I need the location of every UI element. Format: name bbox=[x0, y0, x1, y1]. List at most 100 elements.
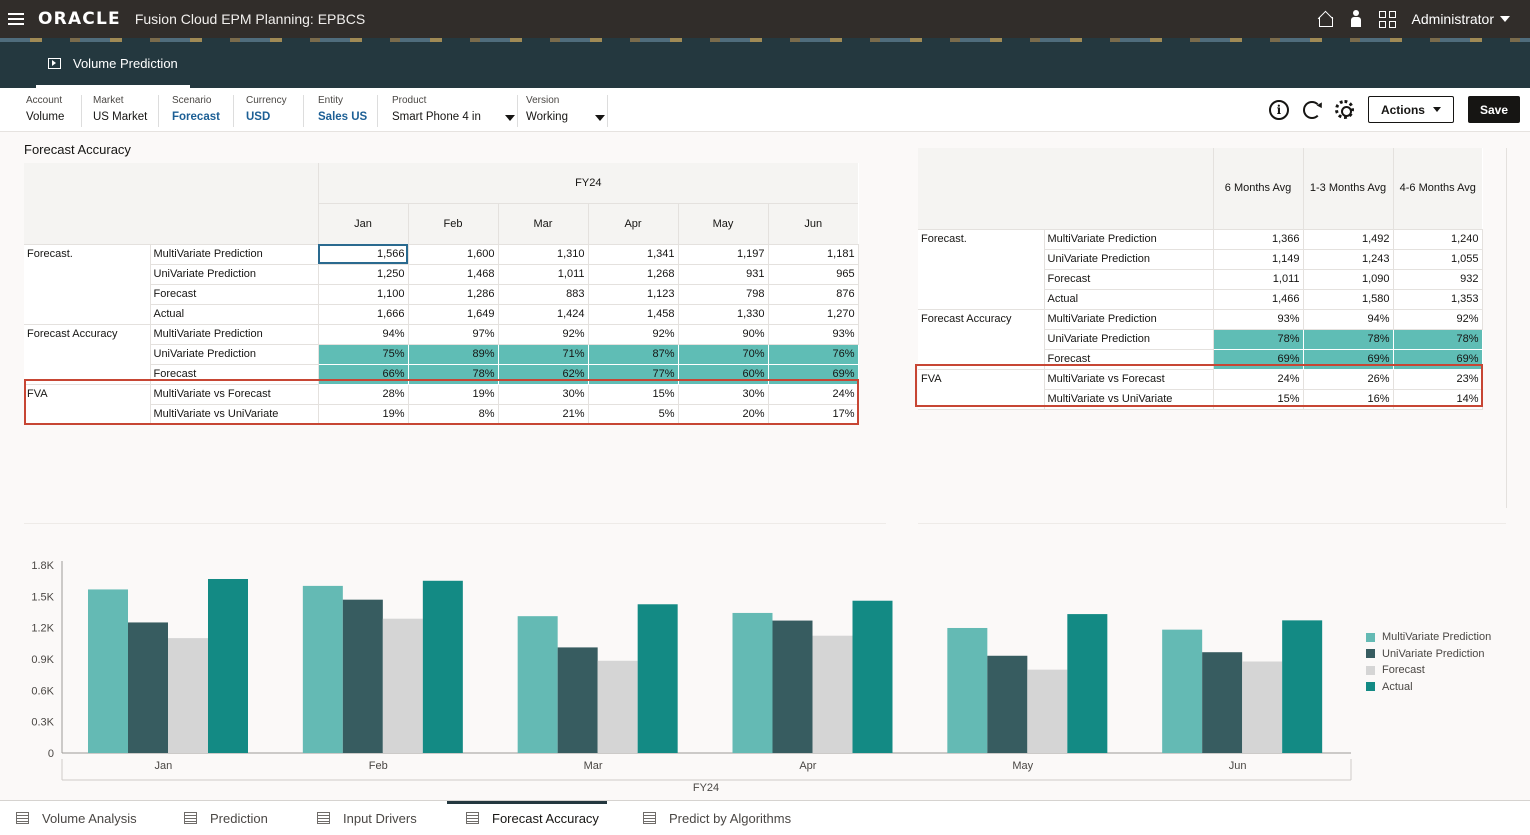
data-cell[interactable]: 965 bbox=[768, 264, 859, 285]
bar-actual-jan[interactable] bbox=[208, 578, 248, 753]
data-cell[interactable]: 78% bbox=[1393, 329, 1483, 350]
bar-actual-feb[interactable] bbox=[422, 580, 463, 753]
navigator-grid-icon[interactable] bbox=[1378, 10, 1396, 28]
legend-item[interactable]: Actual bbox=[1366, 679, 1491, 696]
data-cell[interactable]: 1,353 bbox=[1393, 289, 1483, 310]
data-cell[interactable]: 94% bbox=[1303, 309, 1394, 330]
pov-product[interactable]: Product Smart Phone 4 in bbox=[392, 95, 518, 127]
info-icon[interactable]: i bbox=[1268, 99, 1289, 120]
data-cell[interactable]: 1,100 bbox=[318, 284, 409, 305]
bottom-tab-volume-analysis[interactable]: Volume Analysis bbox=[16, 801, 137, 835]
chevron-down-icon[interactable] bbox=[505, 115, 515, 121]
bar-forecast-mar[interactable] bbox=[597, 660, 638, 753]
data-cell[interactable]: 69% bbox=[1303, 349, 1394, 370]
data-cell[interactable]: 1,649 bbox=[408, 304, 499, 325]
data-cell[interactable]: 92% bbox=[498, 324, 589, 345]
data-cell[interactable]: 94% bbox=[318, 324, 409, 345]
data-cell[interactable]: 1,286 bbox=[408, 284, 499, 305]
data-cell[interactable]: 69% bbox=[1213, 349, 1304, 370]
data-cell[interactable]: 23% bbox=[1393, 369, 1483, 390]
data-cell[interactable]: 28% bbox=[318, 384, 409, 405]
chevron-down-icon[interactable] bbox=[595, 115, 605, 121]
pov-account[interactable]: Account Volume bbox=[26, 95, 82, 127]
data-cell[interactable]: 1,268 bbox=[588, 264, 679, 285]
data-cell[interactable]: 19% bbox=[408, 384, 499, 405]
bar-multivariate-prediction-mar[interactable] bbox=[517, 616, 558, 753]
data-cell[interactable]: 1,366 bbox=[1213, 229, 1304, 250]
tab-volume-prediction[interactable]: Volume Prediction bbox=[36, 42, 190, 88]
bar-forecast-jun[interactable] bbox=[1242, 661, 1283, 753]
menu-icon[interactable] bbox=[8, 13, 24, 25]
data-cell[interactable]: 1,197 bbox=[678, 244, 769, 265]
data-cell[interactable]: 1,270 bbox=[768, 304, 859, 325]
bar-forecast-may[interactable] bbox=[1027, 669, 1068, 753]
bottom-tab-forecast-accuracy[interactable]: Forecast Accuracy bbox=[466, 801, 599, 835]
bar-univariate-prediction-apr[interactable] bbox=[772, 620, 813, 753]
pov-market[interactable]: Market US Market bbox=[93, 95, 159, 127]
data-cell[interactable]: 1,600 bbox=[408, 244, 499, 265]
bar-univariate-prediction-jun[interactable] bbox=[1202, 652, 1243, 753]
bar-multivariate-prediction-jan[interactable] bbox=[88, 589, 128, 753]
data-cell[interactable]: 1,458 bbox=[588, 304, 679, 325]
data-cell[interactable]: 1,149 bbox=[1213, 249, 1304, 270]
data-cell[interactable]: 8% bbox=[408, 404, 499, 425]
data-cell[interactable]: 30% bbox=[678, 384, 769, 405]
gear-icon[interactable] bbox=[1334, 100, 1354, 119]
data-cell[interactable]: 1,330 bbox=[678, 304, 769, 325]
data-cell[interactable]: 60% bbox=[678, 364, 769, 385]
pov-entity[interactable]: Entity Sales US bbox=[318, 95, 378, 127]
bar-univariate-prediction-may[interactable] bbox=[987, 655, 1028, 753]
data-cell[interactable]: 78% bbox=[408, 364, 499, 385]
bottom-tab-predict-by-algorithms[interactable]: Predict by Algorithms bbox=[643, 801, 791, 835]
data-cell[interactable]: 92% bbox=[588, 324, 679, 345]
actions-button[interactable]: Actions bbox=[1367, 96, 1454, 123]
data-cell[interactable]: 75% bbox=[318, 344, 409, 365]
pov-version[interactable]: Version Working bbox=[526, 95, 608, 127]
bar-forecast-apr[interactable] bbox=[812, 635, 853, 753]
data-cell[interactable]: 1,466 bbox=[1213, 289, 1304, 310]
data-cell[interactable]: 1,492 bbox=[1303, 229, 1394, 250]
bar-univariate-prediction-mar[interactable] bbox=[557, 647, 598, 753]
data-cell[interactable]: 798 bbox=[678, 284, 769, 305]
bar-multivariate-prediction-may[interactable] bbox=[947, 627, 988, 753]
bar-multivariate-prediction-jun[interactable] bbox=[1162, 629, 1203, 753]
data-cell[interactable]: 1,011 bbox=[498, 264, 589, 285]
data-cell[interactable]: 1,666 bbox=[318, 304, 409, 325]
user-menu[interactable]: Administrator bbox=[1412, 11, 1510, 27]
data-cell[interactable]: 5% bbox=[588, 404, 679, 425]
data-cell[interactable]: 1,424 bbox=[498, 304, 589, 325]
data-cell[interactable]: 931 bbox=[678, 264, 769, 285]
data-cell[interactable]: 16% bbox=[1303, 389, 1394, 410]
bar-forecast-jan[interactable] bbox=[168, 638, 208, 753]
data-cell[interactable]: 66% bbox=[318, 364, 409, 385]
data-cell[interactable]: 97% bbox=[408, 324, 499, 345]
data-cell[interactable]: 21% bbox=[498, 404, 589, 425]
legend-item[interactable]: Forecast bbox=[1366, 662, 1491, 679]
data-cell[interactable]: 93% bbox=[1213, 309, 1304, 330]
data-cell[interactable]: 1,055 bbox=[1393, 249, 1483, 270]
data-cell[interactable]: 24% bbox=[768, 384, 859, 405]
data-cell[interactable]: 14% bbox=[1393, 389, 1483, 410]
bar-multivariate-prediction-feb[interactable] bbox=[302, 585, 343, 753]
data-cell[interactable]: 1,181 bbox=[768, 244, 859, 265]
data-cell[interactable]: 70% bbox=[678, 344, 769, 365]
bar-forecast-feb[interactable] bbox=[382, 618, 423, 753]
bar-univariate-prediction-jan[interactable] bbox=[128, 622, 168, 753]
data-cell[interactable]: 883 bbox=[498, 284, 589, 305]
data-cell[interactable]: 71% bbox=[498, 344, 589, 365]
data-cell[interactable]: 1,090 bbox=[1303, 269, 1394, 290]
bottom-tab-prediction[interactable]: Prediction bbox=[184, 801, 268, 835]
legend-item[interactable]: UniVariate Prediction bbox=[1366, 646, 1491, 663]
bar-actual-may[interactable] bbox=[1067, 614, 1108, 753]
data-cell[interactable]: 62% bbox=[498, 364, 589, 385]
pov-currency[interactable]: Currency USD bbox=[246, 95, 304, 127]
data-cell[interactable]: 78% bbox=[1213, 329, 1304, 350]
data-cell[interactable]: 87% bbox=[588, 344, 679, 365]
data-cell[interactable]: 78% bbox=[1303, 329, 1394, 350]
data-cell[interactable]: 876 bbox=[768, 284, 859, 305]
legend-item[interactable]: MultiVariate Prediction bbox=[1366, 629, 1491, 646]
data-cell[interactable]: 17% bbox=[768, 404, 859, 425]
data-cell[interactable]: 93% bbox=[768, 324, 859, 345]
data-cell[interactable]: 30% bbox=[498, 384, 589, 405]
data-cell[interactable]: 19% bbox=[318, 404, 409, 425]
